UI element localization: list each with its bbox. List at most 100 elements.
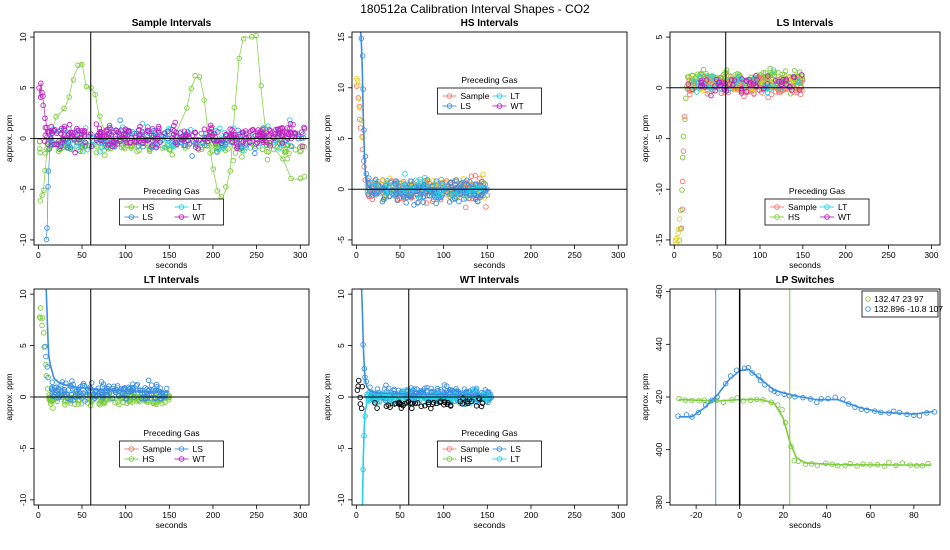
data-point: [59, 388, 65, 394]
x-tick-label: 0: [672, 250, 677, 260]
data-point: [153, 144, 159, 151]
legend-swatch-point: [128, 446, 135, 452]
data-point: [37, 146, 43, 152]
data-point: [678, 225, 685, 231]
data-point: [243, 134, 249, 141]
panel-wt: WT Intervals 0 50 100 150 200 250 300 -10 -5 0 5 10 s…: [322, 275, 628, 530]
data-point: [704, 74, 711, 80]
panel-hs: HS Intervals 0 50 100 150 200 250 300 -5 0 5 10 15 se…: [322, 18, 628, 270]
data-point: [418, 403, 425, 410]
x-tick-label: 250: [568, 510, 582, 520]
data-point: [82, 143, 89, 149]
data-point: [97, 401, 104, 408]
data-point: [71, 137, 78, 143]
data-point: [288, 175, 294, 182]
legend-box: [119, 440, 224, 468]
data-point: [472, 181, 478, 188]
data-point: [148, 382, 155, 388]
data-point: [53, 113, 59, 120]
x-tick-label: 250: [881, 250, 895, 260]
y-tick-label: 5: [18, 85, 28, 90]
legend-title: Preceding Gas: [789, 186, 845, 196]
data-point: [267, 128, 274, 134]
x-tick-label: -20: [690, 510, 703, 520]
legend-swatch-point: [446, 103, 453, 109]
data-point: [424, 387, 430, 394]
data-point: [417, 194, 424, 200]
data-point: [387, 404, 393, 410]
data-point: [49, 379, 56, 385]
data-point: [201, 126, 208, 132]
data-point: [279, 140, 286, 146]
data-point: [417, 179, 424, 185]
legend-label: HS: [143, 454, 155, 464]
data-point: [45, 146, 52, 153]
data-point: [276, 140, 283, 146]
data-point: [243, 141, 249, 147]
x-tick-label: 0: [354, 250, 359, 260]
data-point: [278, 132, 284, 139]
x-tick-label: 150: [480, 510, 494, 520]
data-point: [403, 194, 410, 201]
y-tick-label: -5: [336, 236, 346, 244]
data-point: [424, 192, 430, 199]
data-point: [69, 378, 75, 384]
data-point: [825, 395, 831, 402]
legend-label: Sample: [461, 444, 490, 454]
data-point: [739, 76, 745, 82]
data-point: [218, 140, 225, 147]
x-axis-label: seconds: [156, 520, 188, 530]
data-point: [371, 190, 377, 197]
data-point: [301, 125, 308, 132]
legend-swatch-point: [774, 214, 780, 220]
x-tick-label: 0: [737, 510, 742, 520]
data-point: [258, 128, 264, 134]
data-point: [770, 67, 777, 73]
data-point: [181, 128, 188, 134]
data-point: [438, 176, 445, 183]
x-tick-label: 50: [395, 510, 405, 520]
data-point: [110, 139, 117, 146]
data-point: [465, 187, 471, 194]
data-point: [124, 139, 130, 146]
data-point: [139, 131, 145, 138]
data-point: [772, 78, 779, 84]
data-point: [683, 95, 689, 102]
data-point: [82, 389, 89, 395]
legend-swatch-point: [865, 306, 871, 312]
data-point: [119, 134, 126, 140]
data-point: [467, 179, 473, 185]
data-point: [126, 389, 133, 395]
y-tick-label: 5: [336, 136, 346, 141]
legend-label: 132.896 -10.8 107: [874, 304, 943, 314]
data-point: [206, 129, 213, 135]
data-point: [146, 387, 153, 393]
data-point: [222, 147, 229, 153]
data-point: [101, 138, 107, 145]
panel-title: HS Intervals: [461, 18, 519, 29]
data-point: [482, 395, 489, 402]
data-point: [116, 401, 122, 408]
data-point: [200, 140, 206, 146]
data-point: [457, 398, 463, 405]
data-point: [676, 216, 683, 222]
data-point: [434, 182, 440, 189]
data-point: [156, 129, 162, 136]
data-point: [292, 130, 299, 137]
data-point: [205, 138, 211, 145]
data-point: [73, 142, 80, 149]
data-point: [182, 145, 188, 151]
x-tick-label: 50: [77, 250, 87, 260]
plot-area: [352, 32, 627, 211]
data-point: [36, 139, 43, 145]
data-point: [82, 139, 88, 146]
data-point: [96, 400, 102, 407]
y-tick-label: -5: [336, 444, 346, 452]
data-point: [133, 139, 140, 145]
data-point: [726, 77, 732, 83]
data-point: [405, 183, 411, 189]
data-point: [138, 395, 145, 402]
data-point: [67, 146, 74, 152]
data-point: [208, 134, 215, 140]
data-point: [252, 150, 258, 157]
